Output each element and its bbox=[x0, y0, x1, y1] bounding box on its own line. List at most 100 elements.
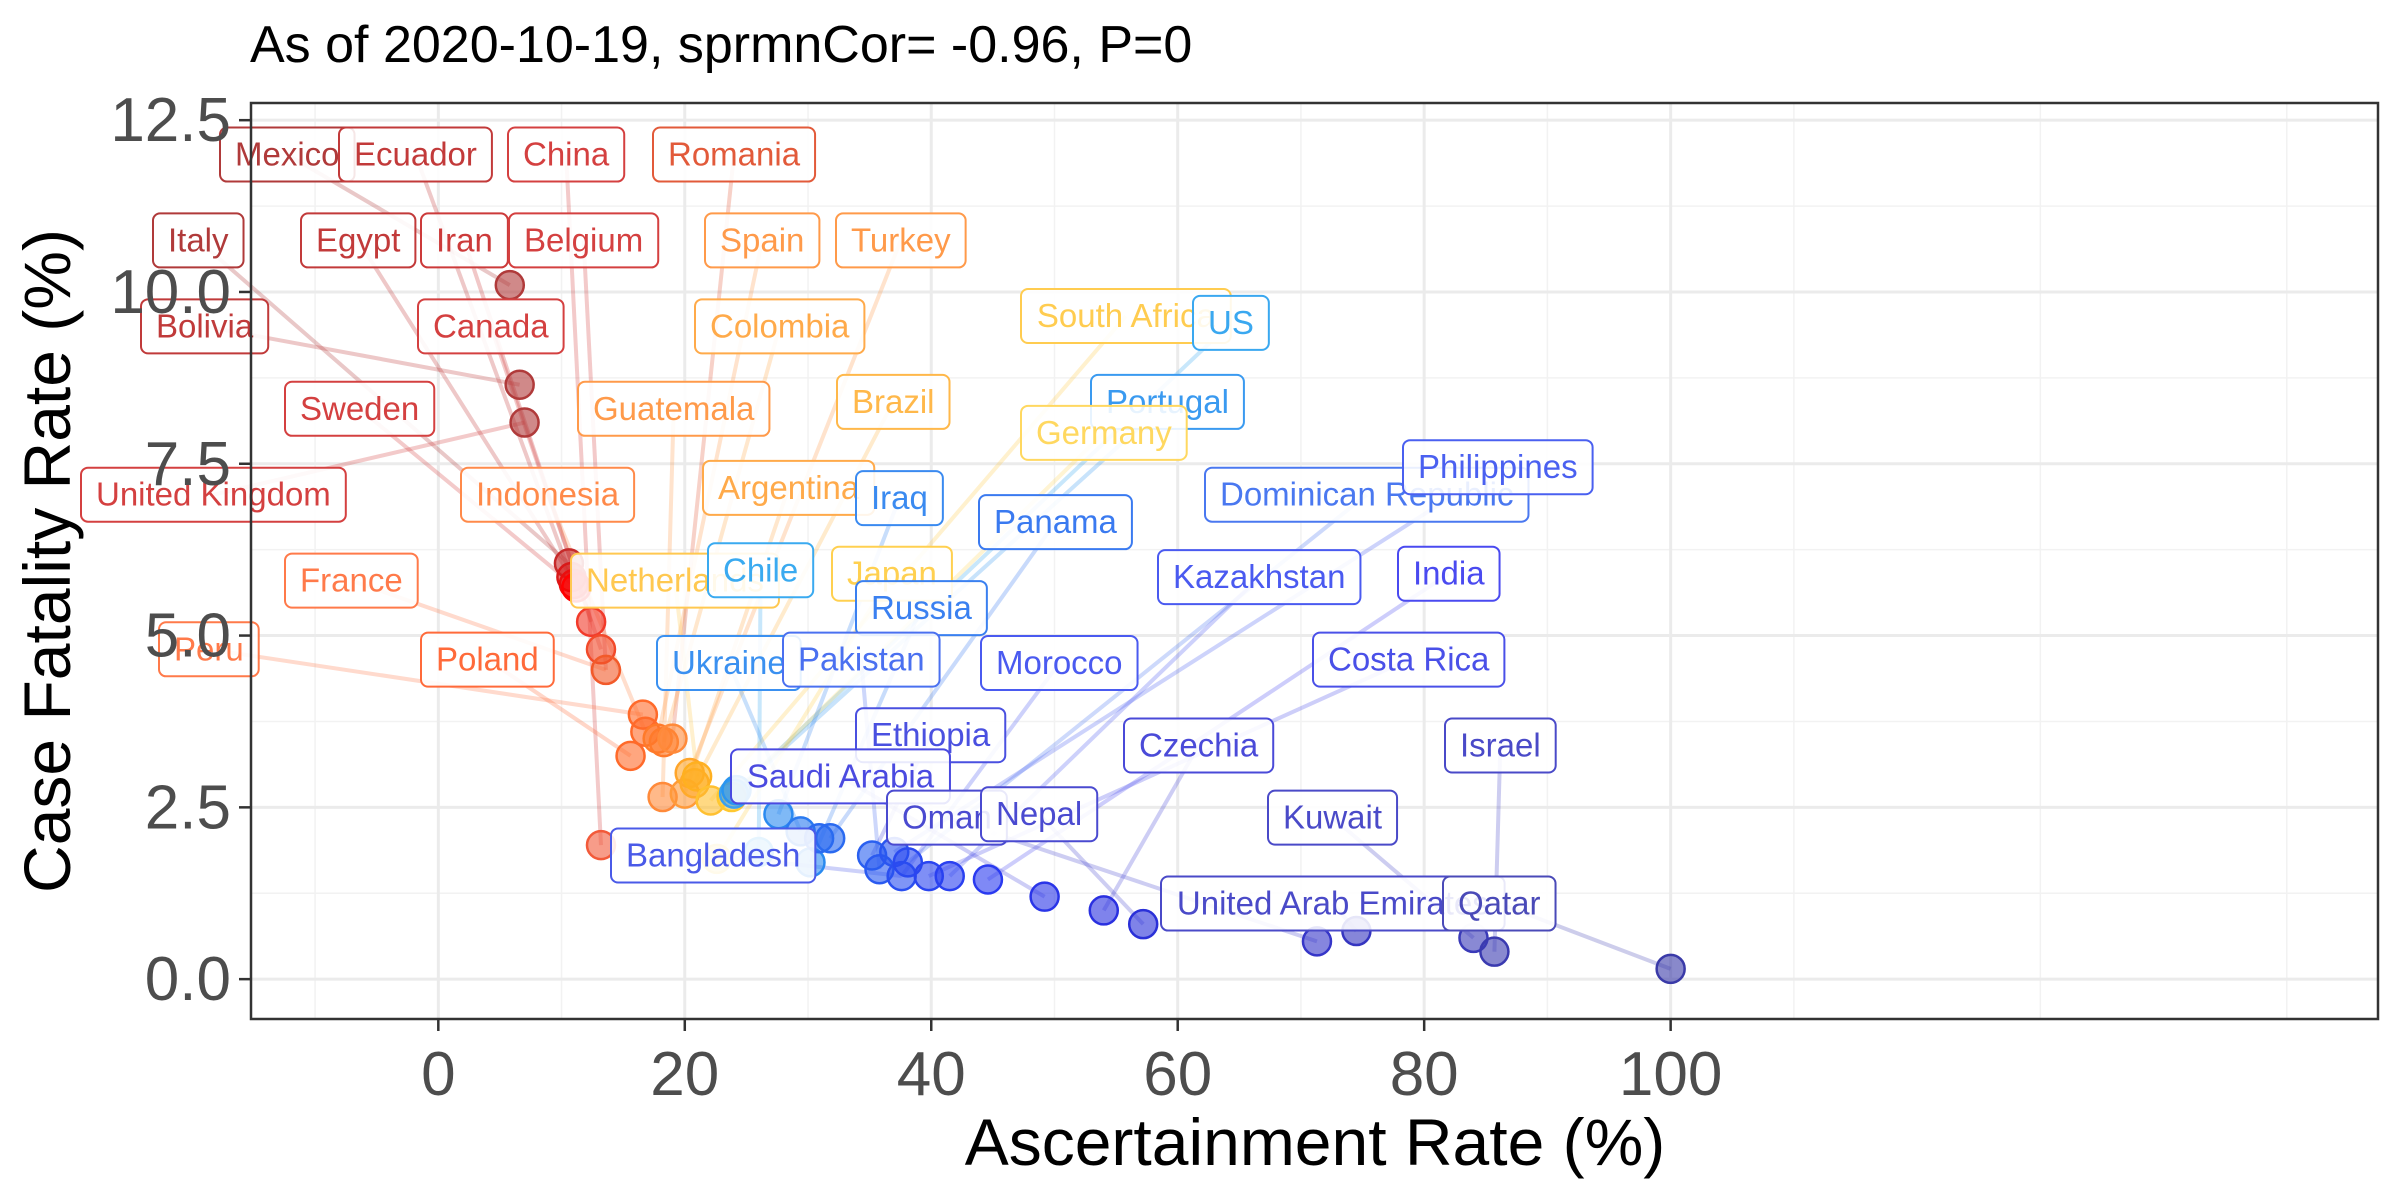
country-label-text: Egypt bbox=[316, 221, 400, 258]
country-label-text: Colombia bbox=[710, 307, 850, 344]
data-point bbox=[1127, 908, 1159, 940]
country-label-box bbox=[855, 470, 944, 527]
data-point bbox=[1479, 936, 1510, 967]
country-label-box bbox=[980, 786, 1099, 843]
country-label-box bbox=[152, 212, 245, 269]
x-tick-label: 100 bbox=[1619, 1040, 1722, 1109]
data-point bbox=[934, 860, 965, 892]
data-point bbox=[509, 407, 540, 438]
country-label: Iran bbox=[420, 212, 509, 269]
country-label-box bbox=[577, 380, 771, 437]
country-label-text: Israel bbox=[1460, 727, 1541, 764]
country-label-box bbox=[300, 212, 417, 269]
country-label-box bbox=[694, 298, 866, 355]
country-label: Czechia bbox=[1123, 717, 1275, 774]
country-label-text: Ecuador bbox=[354, 136, 477, 173]
country-label-box bbox=[1397, 545, 1501, 602]
country-label-text: Argentina bbox=[718, 469, 860, 506]
country-label: Oman bbox=[886, 789, 1008, 846]
country-label: China bbox=[507, 126, 626, 183]
data-point bbox=[892, 847, 924, 878]
country-label-text: India bbox=[1413, 555, 1485, 592]
country-label-text: Peru bbox=[174, 630, 244, 667]
country-label-box bbox=[80, 466, 347, 523]
country-label-text: US bbox=[1208, 304, 1254, 341]
country-label-text: Mexico bbox=[235, 136, 340, 173]
country-label-box bbox=[707, 542, 815, 599]
country-label: Costa Rica bbox=[1312, 631, 1506, 688]
country-label-box bbox=[1312, 631, 1506, 688]
country-label: United Arab Emirates bbox=[1160, 875, 1506, 932]
country-label: Kazakhstan bbox=[1157, 549, 1362, 606]
country-label-text: Costa Rica bbox=[1328, 641, 1490, 678]
country-label-text: Iran bbox=[436, 221, 493, 258]
country-label-text: Brazil bbox=[852, 383, 935, 420]
plot-panel-border bbox=[249, 101, 2380, 1021]
country-label: Ecuador bbox=[338, 126, 493, 183]
country-label-box bbox=[978, 494, 1133, 551]
country-labels: Mexico Ecuador China Romania Italy Egypt Iran B… bbox=[80, 126, 1594, 932]
country-label-box bbox=[1192, 294, 1270, 351]
country-label-box bbox=[420, 631, 555, 688]
country-label: Ukraine bbox=[656, 635, 802, 692]
country-label-text: Sweden bbox=[300, 390, 419, 427]
x-tick-label: 60 bbox=[1143, 1040, 1212, 1109]
country-label: Brazil bbox=[836, 373, 951, 430]
country-label-box bbox=[610, 827, 817, 884]
country-label-text: Canada bbox=[433, 307, 549, 344]
x-axis-title: Ascertainment Rate (%) bbox=[965, 1105, 1666, 1179]
y-tick-label: 7.5 bbox=[145, 430, 231, 499]
label-connector-line bbox=[756, 570, 763, 853]
country-label: Italy bbox=[152, 212, 245, 269]
country-label: Belgium bbox=[508, 212, 660, 269]
country-label-text: Iraq bbox=[871, 479, 928, 516]
country-label-box bbox=[704, 212, 821, 269]
data-point bbox=[575, 606, 607, 638]
country-label-text: Morocco bbox=[996, 644, 1123, 681]
data-point bbox=[504, 369, 535, 400]
country-label: Iraq bbox=[855, 470, 944, 527]
country-label: Qatar bbox=[1442, 875, 1557, 932]
country-label-box bbox=[460, 466, 636, 523]
country-label-text: Oman bbox=[902, 799, 992, 836]
country-label: Philippines bbox=[1402, 439, 1594, 496]
country-label-box bbox=[782, 631, 941, 688]
x-tick-label: 0 bbox=[421, 1040, 455, 1109]
country-label: Poland bbox=[420, 631, 555, 688]
country-label: Bolivia bbox=[140, 298, 270, 355]
country-label: Chile bbox=[707, 542, 815, 599]
country-label-box bbox=[140, 298, 270, 355]
chart-title: As of 2020-10-19, sprmnCor= -0.96, P=0 bbox=[250, 16, 1192, 74]
data-point bbox=[657, 723, 688, 754]
country-label-text: Italy bbox=[168, 221, 229, 258]
country-label-box bbox=[652, 126, 817, 183]
country-label-text: Spain bbox=[720, 221, 804, 258]
country-label: France bbox=[284, 552, 419, 609]
country-label-text: Belgium bbox=[524, 221, 643, 258]
data-point bbox=[1655, 953, 1686, 985]
country-label: Guatemala bbox=[577, 380, 771, 437]
country-label-box bbox=[1020, 404, 1188, 461]
country-label-box bbox=[836, 373, 951, 430]
country-label-text: Russia bbox=[871, 589, 973, 626]
country-label: Russia bbox=[855, 580, 988, 637]
y-tick-label: 12.5 bbox=[110, 86, 231, 155]
country-label: South Africa bbox=[1020, 288, 1232, 345]
y-tick-label: 10.0 bbox=[110, 258, 231, 327]
country-label: Spain bbox=[704, 212, 821, 269]
country-label: Nepal bbox=[980, 786, 1099, 843]
country-label-text: Pakistan bbox=[798, 641, 925, 678]
country-label-text: Guatemala bbox=[593, 390, 755, 427]
country-label: Argentina bbox=[702, 459, 876, 516]
country-label: Peru bbox=[158, 621, 260, 678]
data-point bbox=[615, 740, 646, 772]
country-label-box bbox=[835, 212, 967, 269]
country-label: India bbox=[1397, 545, 1501, 602]
country-label-text: Czechia bbox=[1139, 727, 1259, 764]
country-label-box bbox=[980, 635, 1139, 692]
country-label-box bbox=[420, 212, 509, 269]
country-label: Kuwait bbox=[1267, 789, 1399, 846]
country-label: Canada bbox=[417, 298, 565, 355]
country-label-text: Ethiopia bbox=[871, 716, 991, 753]
